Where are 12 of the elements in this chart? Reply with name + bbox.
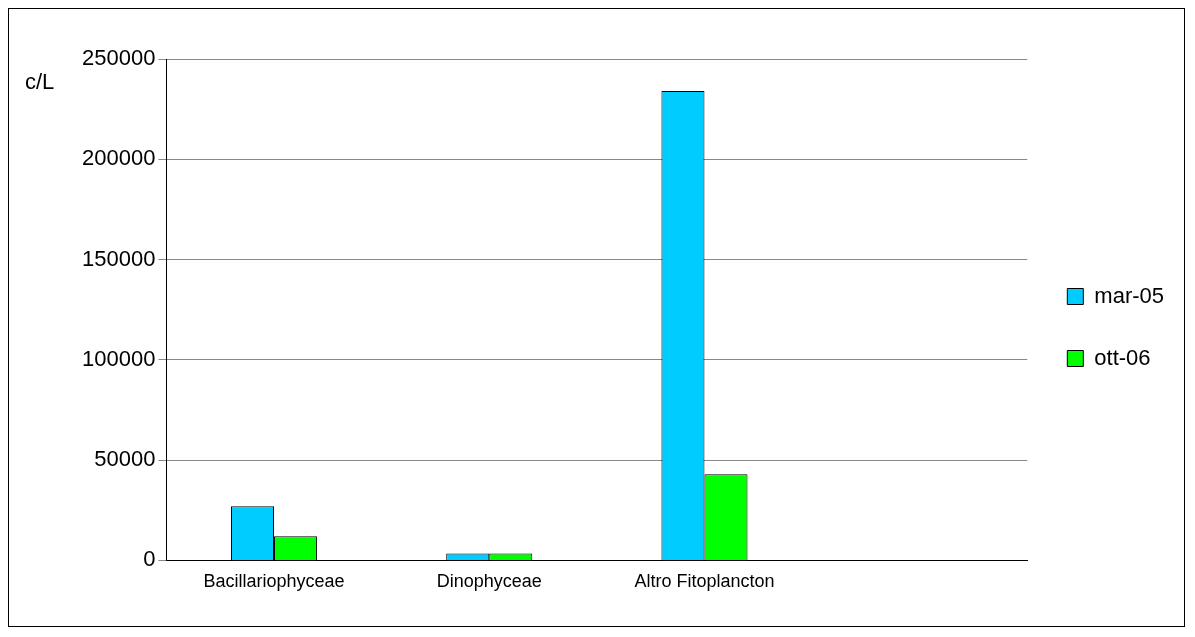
legend-label: ott-06 [1094, 344, 1151, 370]
y-tick-label: 100000 [81, 345, 156, 371]
x-tick-label: Dinophyceae [436, 571, 542, 592]
y-tick-label: 250000 [81, 45, 156, 71]
legend-label: mar-05 [1094, 282, 1164, 308]
y-axis-title: c/L [25, 69, 55, 95]
x-tick-label: Altro Fitoplancton [634, 571, 775, 592]
y-tick-label: 0 [143, 546, 156, 572]
y-tick-label: 150000 [81, 245, 156, 271]
x-tick-label: Bacillariophyceae [203, 571, 345, 592]
y-tick-label: 50000 [94, 446, 156, 472]
y-tick-label: 200000 [81, 145, 156, 171]
